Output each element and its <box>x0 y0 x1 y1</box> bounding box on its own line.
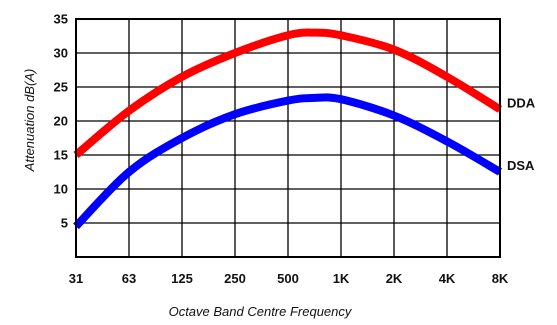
x-axis-title: Octave Band Centre Frequency <box>169 304 353 319</box>
y-tick-label: 30 <box>54 46 68 61</box>
grid <box>76 19 500 257</box>
y-tick-label: 10 <box>54 182 68 197</box>
y-tick-label: 20 <box>54 114 68 129</box>
x-tick-labels: 31 63 125 250 500 1K 2K 4K 8K <box>69 271 509 286</box>
series-line-dsa <box>73 93 503 230</box>
y-tick-label: 25 <box>54 80 68 95</box>
y-tick-label: 15 <box>54 148 68 163</box>
x-tick-label: 250 <box>224 271 246 286</box>
series-line-dda <box>73 28 503 159</box>
series-lines <box>73 28 503 230</box>
series-label-dda: DDA <box>507 95 536 110</box>
x-tick-label: 125 <box>171 271 193 286</box>
series-labels: DDA DSA <box>507 95 536 173</box>
y-axis-title: Attenuation dB(A) <box>22 69 37 173</box>
x-tick-label: 2K <box>386 271 403 286</box>
y-tick-labels: 35 30 25 20 15 10 5 <box>54 12 68 231</box>
plot-border <box>75 18 501 258</box>
x-tick-label: 8K <box>492 271 509 286</box>
y-tick-label: 35 <box>54 12 68 27</box>
x-tick-label: 4K <box>439 271 456 286</box>
series-label-dsa: DSA <box>507 158 535 173</box>
y-tick-label: 5 <box>61 216 68 231</box>
x-tick-label: 1K <box>333 271 350 286</box>
x-tick-label: 63 <box>122 271 136 286</box>
x-tick-label: 31 <box>69 271 83 286</box>
x-tick-label: 500 <box>277 271 299 286</box>
